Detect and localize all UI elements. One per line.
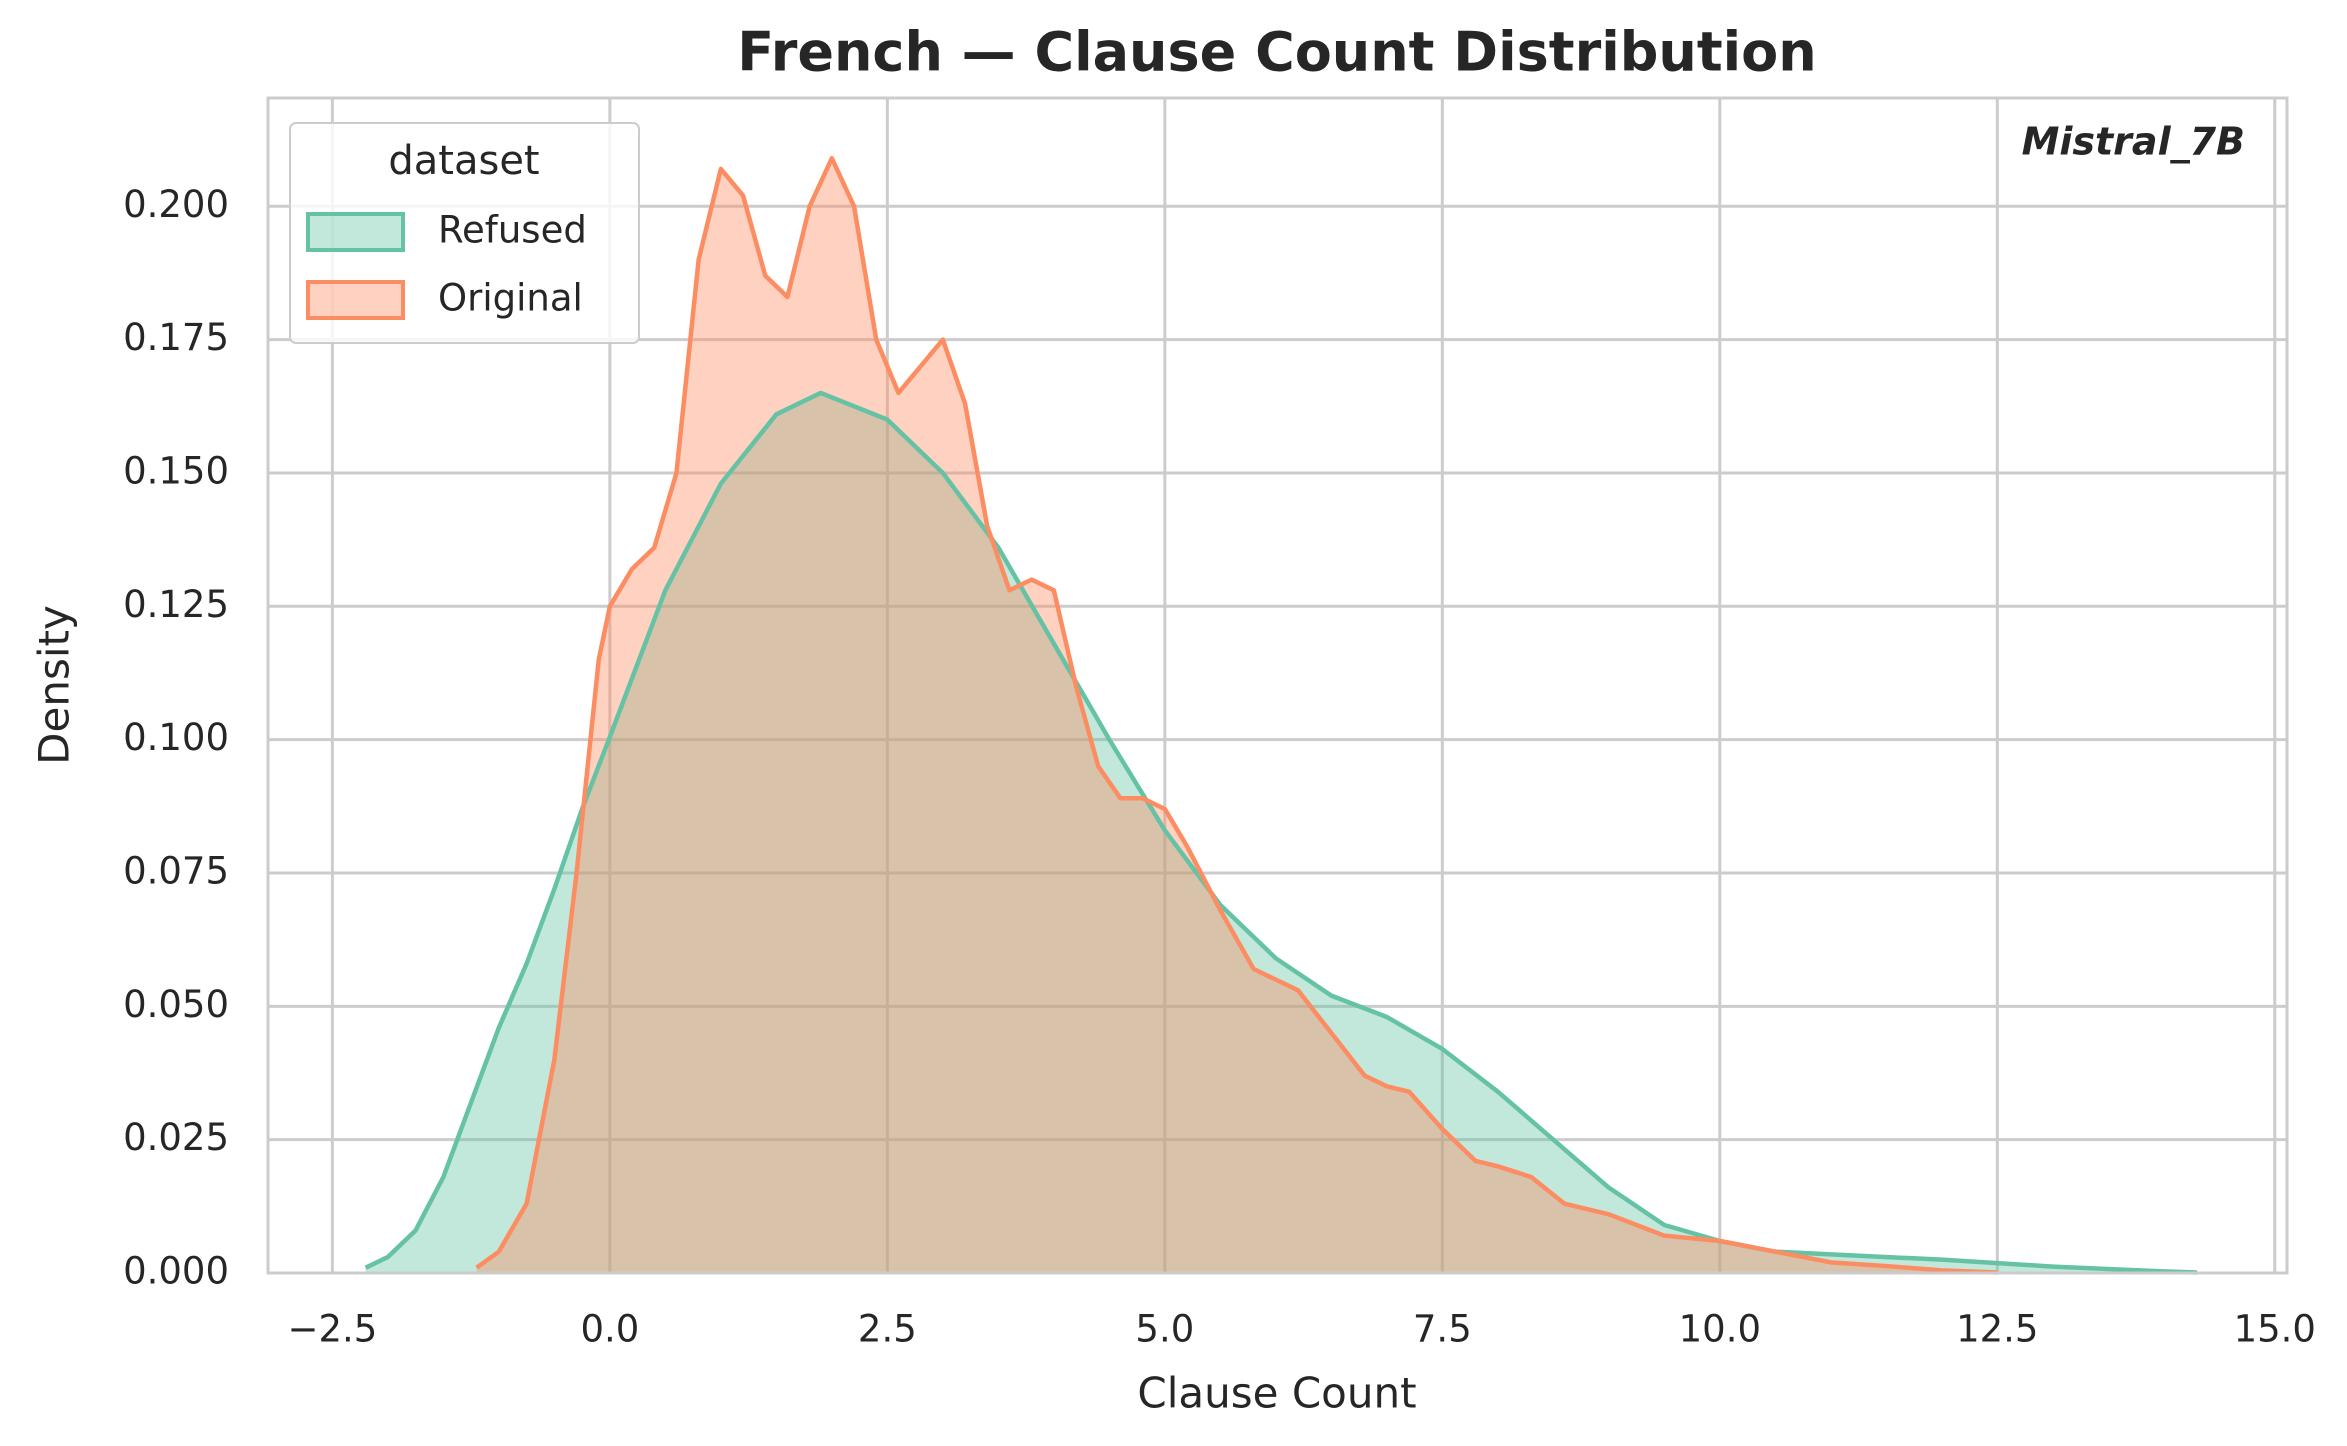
- legend-label: Refused: [438, 209, 587, 252]
- density-area: [365, 392, 2198, 1273]
- y-tick-label: 0.025: [123, 1116, 229, 1159]
- axes-frame: [266, 96, 2289, 1275]
- legend-title: dataset: [388, 138, 539, 184]
- y-tick-label: 0.075: [123, 849, 229, 892]
- annotation: Mistral_7B: [2022, 120, 2245, 164]
- density-line: [475, 156, 1998, 1275]
- x-tick-label: 15.0: [2234, 1308, 2316, 1351]
- legend-swatch: [306, 280, 405, 320]
- y-tick-label: 0.100: [123, 716, 229, 759]
- x-tick-label: 12.5: [1956, 1308, 2038, 1351]
- y-tick-label: 0.150: [123, 449, 229, 492]
- y-tick-label: 0.000: [123, 1250, 229, 1293]
- legend-swatch: [306, 212, 405, 252]
- legend-label: Original: [438, 277, 583, 320]
- chart-title: French — Clause Count Distribution: [737, 21, 1816, 84]
- y-axis-label: Density: [30, 605, 79, 765]
- x-tick-label: 7.5: [1413, 1308, 1472, 1351]
- legend: dataset Refused Original: [289, 122, 640, 344]
- x-tick-label: 2.5: [858, 1308, 917, 1351]
- x-tick-label: −2.5: [287, 1308, 377, 1351]
- x-tick-label: 5.0: [1135, 1308, 1194, 1351]
- x-tick-label: 0.0: [580, 1308, 639, 1351]
- density-area: [476, 158, 1998, 1274]
- y-tick-label: 0.200: [123, 183, 229, 226]
- y-tick-label: 0.175: [123, 316, 229, 359]
- x-axis-label: Clause Count: [1137, 1369, 1416, 1418]
- y-tick-label: 0.050: [123, 983, 229, 1026]
- x-tick-label: 10.0: [1679, 1308, 1761, 1351]
- y-tick-label: 0.125: [123, 583, 229, 626]
- legend-box: [289, 122, 640, 344]
